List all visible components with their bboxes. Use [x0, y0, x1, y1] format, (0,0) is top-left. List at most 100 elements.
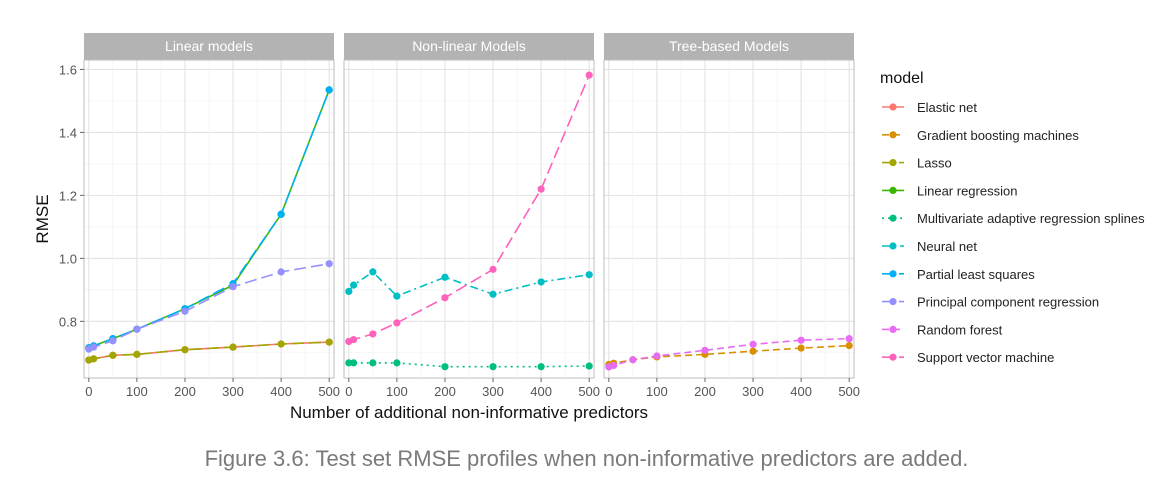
- data-series: [85, 338, 333, 364]
- legend-label: Neural net: [917, 239, 977, 254]
- data-point: [277, 340, 285, 348]
- x-tick-label: 500: [838, 384, 860, 399]
- x-tick-label: 100: [386, 384, 408, 399]
- x-tick-label: 0: [605, 384, 612, 399]
- facet-strip: [84, 33, 334, 60]
- data-point: [610, 361, 618, 370]
- data-point: [797, 336, 805, 344]
- data-point: [585, 362, 593, 370]
- legend-item: Support vector machine: [882, 350, 1054, 365]
- x-tick-label: 400: [790, 384, 812, 399]
- legend-item: Multivariate adaptive regression splines: [882, 211, 1145, 226]
- legend-marker: [889, 298, 897, 306]
- data-point: [585, 71, 593, 79]
- y-tick-label: 0.8: [59, 314, 77, 329]
- data-point: [489, 363, 497, 371]
- data-point: [749, 347, 757, 355]
- facet-strip: [344, 33, 594, 60]
- facet-title: Non-linear Models: [412, 38, 526, 54]
- legend-marker: [889, 270, 897, 278]
- x-tick-label: 500: [578, 384, 600, 399]
- data-series: [85, 260, 333, 353]
- y-tick-label: 1.2: [59, 188, 77, 203]
- x-tick-label: 0: [345, 384, 352, 399]
- data-point: [90, 355, 98, 363]
- facet-panel: Non-linear Models: [343, 33, 595, 379]
- data-point: [629, 356, 637, 364]
- data-point: [369, 330, 377, 338]
- data-point: [845, 335, 853, 343]
- data-series: [345, 268, 593, 300]
- y-tick-label: 1.4: [59, 125, 77, 140]
- chart-legend: model Elastic net Gradient boosting machin…: [880, 70, 1145, 365]
- data-point: [393, 292, 401, 300]
- data-point: [345, 287, 353, 296]
- y-tick-label: 1.6: [59, 62, 77, 77]
- facet-strip: [604, 33, 854, 60]
- data-point: [325, 260, 333, 268]
- legend-label: Elastic net: [917, 100, 977, 115]
- data-point: [133, 350, 141, 358]
- legend-label: Lasso: [917, 156, 952, 171]
- facet-panel: Tree-based Models: [603, 33, 855, 379]
- legend-marker: [889, 103, 897, 111]
- data-series: [345, 71, 593, 346]
- legend-item: Linear regression: [882, 183, 1017, 198]
- x-tick-label: 500: [318, 384, 340, 399]
- data-point: [181, 346, 189, 354]
- legend-item: Random forest: [882, 322, 1003, 337]
- x-tick-label: 300: [482, 384, 504, 399]
- x-tick-label: 200: [174, 384, 196, 399]
- series-line: [348, 270, 590, 298]
- data-point: [109, 337, 117, 345]
- data-point: [489, 290, 497, 298]
- x-tick-label: 300: [742, 384, 764, 399]
- legend-marker: [889, 242, 897, 250]
- legend-item: Lasso: [882, 156, 952, 171]
- legend-label: Support vector machine: [917, 350, 1054, 365]
- legend-label: Linear regression: [917, 183, 1017, 198]
- series-line: [608, 344, 850, 366]
- legend-item: Elastic net: [882, 100, 977, 115]
- data-point: [229, 283, 237, 291]
- legend-title: model: [880, 70, 924, 87]
- data-point: [90, 343, 98, 351]
- data-point: [369, 268, 377, 276]
- data-point: [797, 344, 805, 352]
- chart-axes: 0 100 200 300 400 500 0 100 200 300 400 500 0 100 200 3…: [33, 62, 860, 422]
- data-point: [845, 341, 853, 350]
- data-point: [653, 352, 661, 360]
- panel-border: [603, 59, 855, 379]
- y-axis-title: RMSE: [33, 194, 52, 243]
- data-point: [537, 185, 545, 193]
- legend-item: Gradient boosting machines: [882, 128, 1079, 143]
- data-series: [605, 335, 853, 371]
- legend-marker: [889, 325, 897, 333]
- legend-marker: [889, 186, 897, 194]
- data-series: [345, 359, 593, 371]
- x-tick-label: 0: [85, 384, 92, 399]
- data-point: [585, 271, 593, 279]
- data-point: [181, 307, 189, 315]
- facet-panel: Linear models: [83, 33, 335, 379]
- legend-marker: [889, 353, 897, 361]
- x-tick-label: 400: [270, 384, 292, 399]
- data-point: [441, 273, 449, 281]
- data-point: [441, 294, 449, 302]
- legend-label: Gradient boosting machines: [917, 128, 1079, 143]
- x-tick-label: 100: [646, 384, 668, 399]
- data-point: [393, 319, 401, 327]
- x-tick-label: 100: [126, 384, 148, 399]
- data-point: [749, 340, 757, 348]
- data-point: [441, 363, 449, 371]
- y-tick-label: 1.0: [59, 251, 77, 266]
- legend-label: Principal component regression: [917, 295, 1099, 310]
- data-point: [537, 363, 545, 371]
- rmse-facet-chart: Linear models Non-linear Models Tree-based…: [33, 33, 1145, 422]
- data-point: [701, 346, 709, 354]
- chart-panels: Linear models Non-linear Models Tree-based…: [83, 33, 855, 379]
- data-point: [393, 359, 401, 367]
- legend-marker: [889, 159, 897, 167]
- x-axis-title: Number of additional non-informative pre…: [290, 403, 648, 422]
- legend-item: Principal component regression: [882, 295, 1099, 310]
